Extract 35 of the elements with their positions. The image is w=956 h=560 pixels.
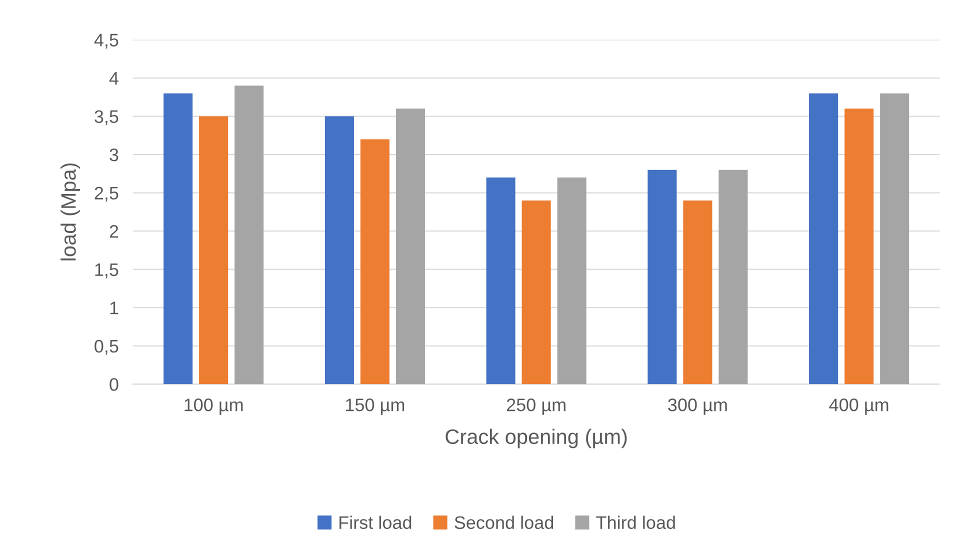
bar (880, 93, 910, 384)
y-tick-label: 0 (110, 378, 118, 391)
x-tick-label: 300 µm (668, 398, 727, 415)
x-tick-label: 250 µm (506, 398, 566, 415)
bar (396, 108, 425, 384)
legend-label: First load (340, 516, 412, 530)
y-tick-label: 1,5 (95, 263, 118, 278)
y-tick-label: 1 (110, 302, 118, 314)
y-tick-label: 2 (110, 225, 118, 238)
x-tick-label: 100 µm (184, 398, 243, 415)
x-axis-title: Crack opening (µm) (446, 428, 627, 448)
x-tick-label: 150 µm (346, 398, 404, 415)
bar (718, 170, 748, 384)
bar (844, 108, 874, 384)
bar (324, 116, 354, 384)
legend-label: Third load (596, 516, 675, 530)
y-tick-label: 0,5 (94, 340, 118, 355)
bar (648, 170, 677, 384)
bar (234, 86, 264, 384)
bar (557, 178, 586, 384)
bar (164, 93, 193, 384)
bar (683, 200, 712, 384)
y-tick-label: 4 (109, 72, 118, 85)
legend-label: Second load (454, 516, 554, 530)
bar (522, 200, 551, 384)
bar (360, 139, 390, 384)
bar (486, 178, 516, 384)
y-tick-label: 4,5 (94, 34, 118, 49)
bar (809, 93, 838, 384)
y-tick-label: 3,5 (94, 110, 118, 126)
x-tick-label: 400 µm (829, 398, 888, 415)
bar (199, 116, 228, 384)
y-tick-label: 3 (110, 148, 118, 162)
y-axis-title: load (Mpa) (60, 163, 80, 260)
y-tick-label: 2,5 (94, 186, 118, 202)
